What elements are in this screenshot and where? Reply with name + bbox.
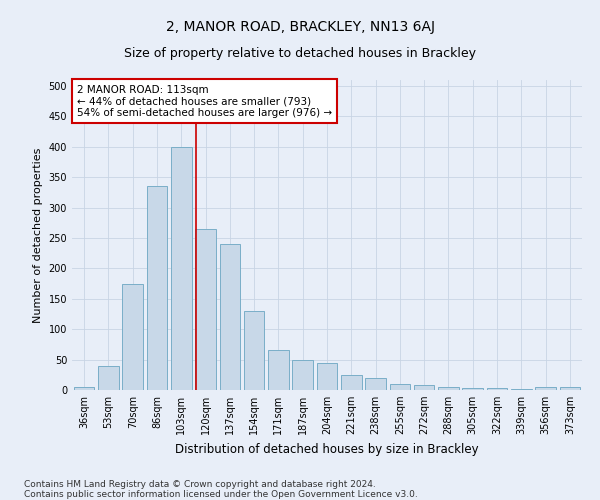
Bar [487,388,508,390]
Bar [244,311,265,390]
Bar [98,366,119,390]
Bar [122,284,143,390]
Bar [317,362,337,390]
Text: 2, MANOR ROAD, BRACKLEY, NN13 6AJ: 2, MANOR ROAD, BRACKLEY, NN13 6AJ [166,20,434,34]
Bar [414,385,434,390]
Bar [292,360,313,390]
Bar [438,387,459,390]
Bar [74,387,94,390]
Text: 2 MANOR ROAD: 113sqm
← 44% of detached houses are smaller (793)
54% of semi-deta: 2 MANOR ROAD: 113sqm ← 44% of detached h… [77,84,332,118]
Bar [389,384,410,390]
Bar [146,186,167,390]
Text: Contains HM Land Registry data © Crown copyright and database right 2024.
Contai: Contains HM Land Registry data © Crown c… [24,480,418,499]
Bar [560,387,580,390]
Bar [463,388,483,390]
Bar [341,375,362,390]
Y-axis label: Number of detached properties: Number of detached properties [33,148,43,322]
Bar [535,387,556,390]
Text: Size of property relative to detached houses in Brackley: Size of property relative to detached ho… [124,48,476,60]
Bar [365,378,386,390]
Bar [220,244,240,390]
Bar [171,147,191,390]
Bar [268,350,289,390]
Bar [195,229,216,390]
X-axis label: Distribution of detached houses by size in Brackley: Distribution of detached houses by size … [175,442,479,456]
